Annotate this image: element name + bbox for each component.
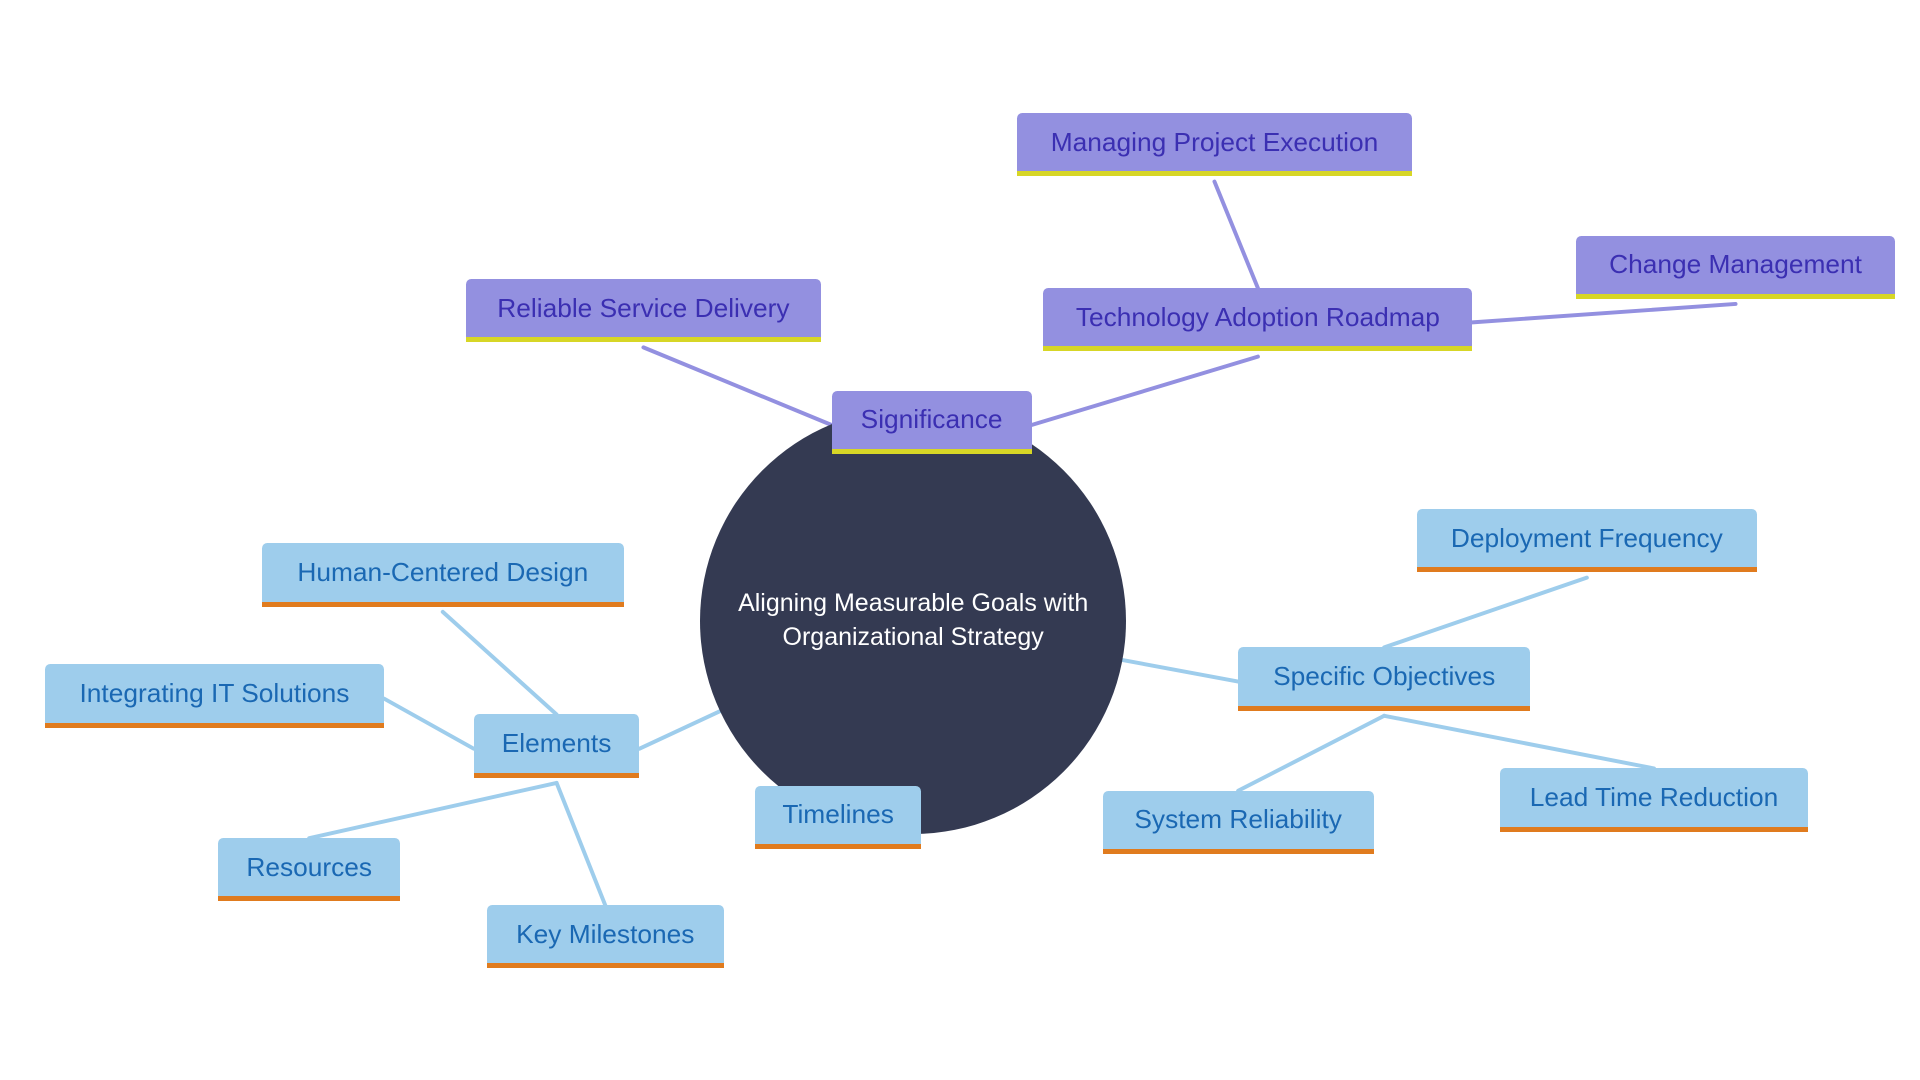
node-timelines: Timelines	[755, 786, 921, 849]
node-label: Technology Adoption Roadmap	[1076, 302, 1440, 333]
edge-center-elements	[639, 711, 720, 749]
node-label: Elements	[502, 728, 612, 759]
edge-significance-roadmap	[1032, 357, 1258, 425]
node-milestones: Key Milestones	[487, 905, 724, 968]
node-label: Deployment Frequency	[1451, 523, 1723, 554]
node-objectives: Specific Objectives	[1238, 647, 1530, 710]
node-elements: Elements	[474, 714, 640, 777]
edge-center-objectives	[1123, 660, 1238, 682]
node-roadmap: Technology Adoption Roadmap	[1043, 288, 1472, 351]
node-label: System Reliability	[1134, 804, 1342, 835]
node-hcd: Human-Centered Design	[262, 543, 624, 606]
edge-objectives-leadtime	[1384, 716, 1654, 769]
node-leadtime: Lead Time Reduction	[1500, 768, 1808, 831]
node-label: Key Milestones	[516, 919, 694, 950]
center-node: Aligning Measurable Goals with Organizat…	[700, 408, 1126, 834]
node-reliability: System Reliability	[1103, 791, 1374, 854]
center-label: Aligning Measurable Goals with Organizat…	[730, 587, 1096, 655]
edge-objectives-deploy	[1384, 578, 1587, 648]
node-deploy: Deployment Frequency	[1417, 509, 1756, 572]
node-label: Change Management	[1609, 249, 1862, 280]
node-label: Managing Project Execution	[1051, 127, 1378, 158]
node-label: Specific Objectives	[1273, 661, 1495, 692]
edge-objectives-reliability	[1238, 716, 1384, 791]
node-label: Lead Time Reduction	[1530, 782, 1779, 813]
edge-significance-reliable	[643, 347, 831, 425]
edge-roadmap-change	[1472, 304, 1735, 322]
node-resources: Resources	[218, 838, 400, 901]
node-managing: Managing Project Execution	[1017, 113, 1412, 176]
mindmap-stage: Aligning Measurable Goals with Organizat…	[0, 0, 1920, 1080]
node-integrating: Integrating IT Solutions	[45, 664, 384, 727]
node-reliable: Reliable Service Delivery	[466, 279, 821, 342]
node-label: Significance	[861, 404, 1003, 435]
node-change: Change Management	[1576, 236, 1894, 299]
node-significance: Significance	[832, 391, 1032, 454]
node-label: Integrating IT Solutions	[79, 678, 349, 709]
edge-elements-hcd	[443, 612, 557, 715]
node-label: Human-Centered Design	[297, 557, 588, 588]
edge-roadmap-managing	[1214, 182, 1257, 289]
edge-elements-integrating	[384, 699, 473, 749]
node-label: Timelines	[782, 799, 894, 830]
node-label: Resources	[246, 852, 372, 883]
edge-elements-milestones	[557, 783, 606, 905]
edge-elements-resources	[309, 783, 556, 838]
node-label: Reliable Service Delivery	[497, 293, 789, 324]
